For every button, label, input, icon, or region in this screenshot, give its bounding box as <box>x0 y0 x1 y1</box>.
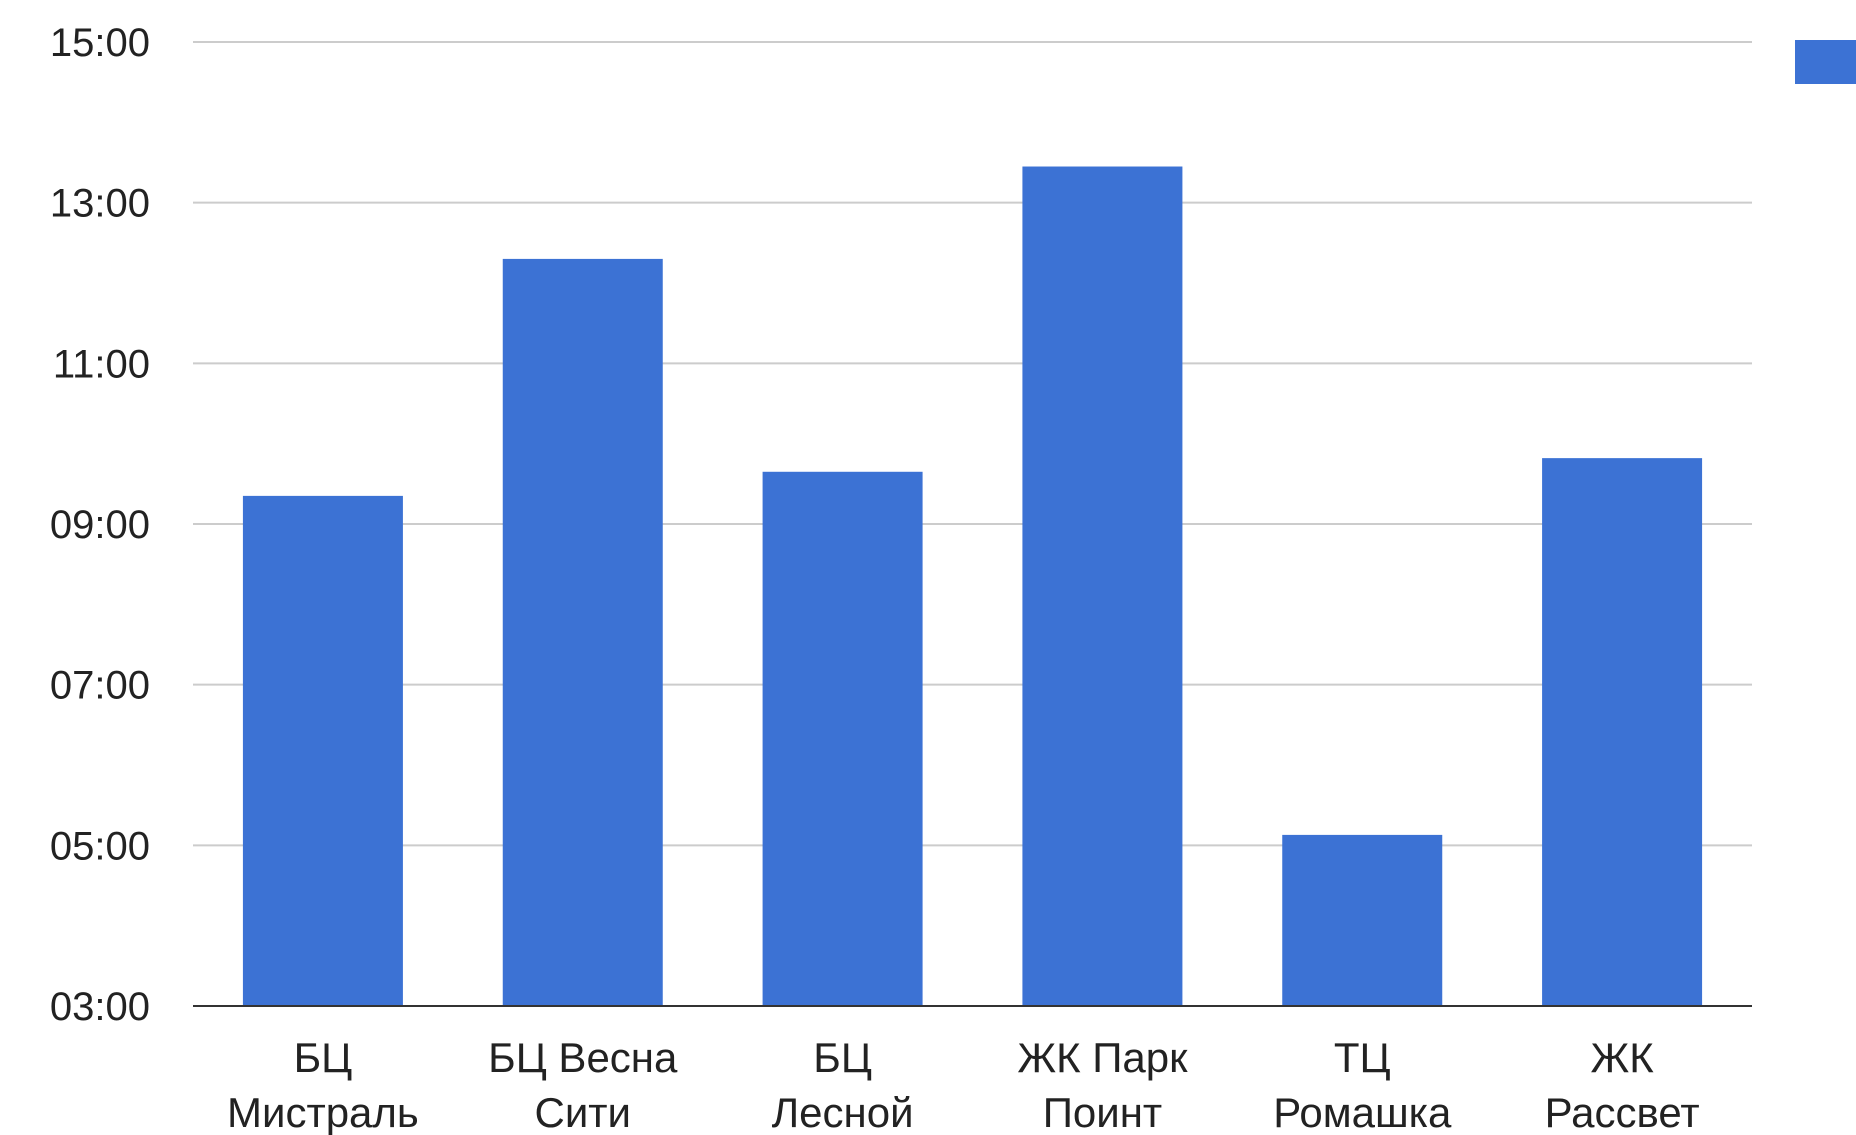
x-category-label: ЖК Парк <box>1017 1034 1188 1081</box>
x-category-label: ТЦ <box>1334 1034 1391 1081</box>
bar[interactable] <box>1022 166 1183 1006</box>
y-tick-label: 07:00 <box>50 664 150 708</box>
bars <box>242 166 1703 1006</box>
y-tick-label: 15:00 <box>50 21 150 65</box>
bar[interactable] <box>1282 834 1443 1006</box>
x-axis-category-labels: БЦ Мистраль БЦ Весна Сити БЦ Лесной ЖК Парк Пои… <box>227 1034 1700 1135</box>
x-category-label: Поинт <box>1043 1089 1162 1135</box>
y-tick-label: 09:00 <box>50 503 150 547</box>
legend-swatch <box>1795 40 1856 84</box>
y-axis-tick-labels: 03:00 05:00 07:00 09:00 11:00 13:00 15:00 <box>50 21 150 1029</box>
x-category-label: Ромашка <box>1273 1089 1452 1135</box>
grid-lines <box>193 41 1752 847</box>
y-tick-label: 03:00 <box>50 985 150 1029</box>
bar[interactable] <box>242 495 403 1006</box>
x-category-label: Рассвет <box>1545 1089 1700 1135</box>
y-tick-label: 13:00 <box>50 182 150 226</box>
x-category-label: Мистраль <box>227 1089 419 1135</box>
x-category-label: ЖК <box>1590 1034 1654 1081</box>
bar[interactable] <box>762 471 923 1006</box>
x-category-label: БЦ <box>813 1034 872 1081</box>
y-tick-label: 05:00 <box>50 824 150 868</box>
x-category-label: Сити <box>535 1089 632 1135</box>
x-category-label: Лесной <box>772 1089 914 1135</box>
x-category-label: БЦ <box>294 1034 353 1081</box>
bar[interactable] <box>1542 458 1703 1006</box>
y-tick-label: 11:00 <box>53 342 150 386</box>
bar[interactable] <box>502 258 663 1006</box>
legend <box>1795 40 1856 84</box>
x-category-label: БЦ Весна <box>488 1034 678 1081</box>
